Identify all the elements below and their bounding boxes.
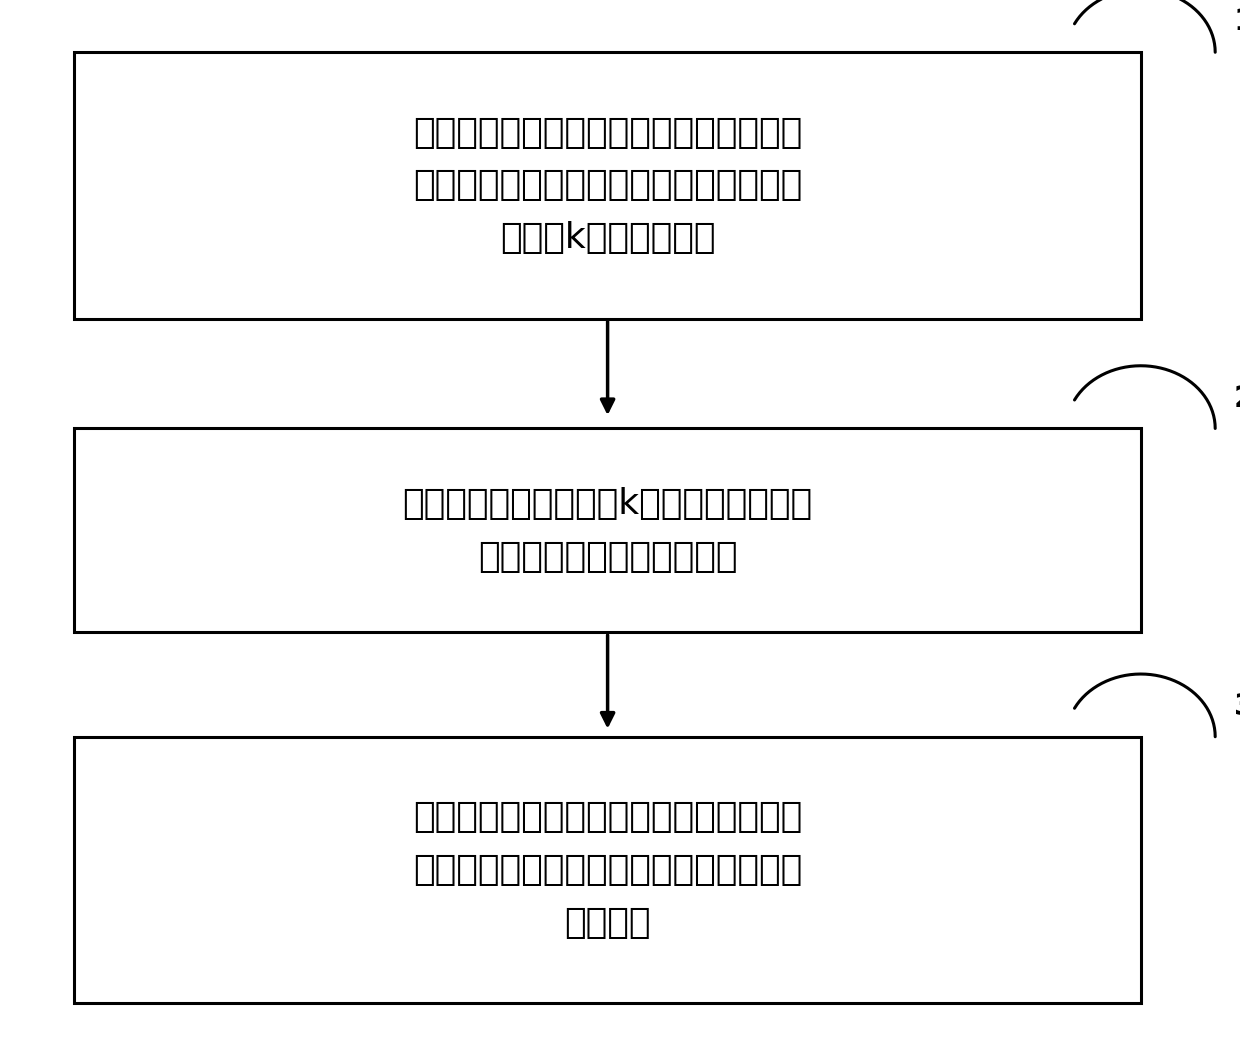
Text: 1: 1 xyxy=(1234,7,1240,37)
Text: 设置半径区域内的核心点最小个数的值，
确定用于聚类的车道线中的各条线段到最
近的第k条线段的距离: 设置半径区域内的核心点最小个数的值， 确定用于聚类的车道线中的各条线段到最 近的… xyxy=(413,116,802,255)
Text: 3: 3 xyxy=(1234,692,1240,721)
Bar xyxy=(74,428,1141,632)
Text: 将各条线段到最近的第k条线段的距离数组
的分布转换成累积概率曲线: 将各条线段到最近的第k条线段的距离数组 的分布转换成累积概率曲线 xyxy=(403,487,812,574)
Bar xyxy=(74,52,1141,319)
Text: 确定密度聚类的半径参数的值为该累积概
率曲线的拐点对应的距离或者该距离数组
的中位数: 确定密度聚类的半径参数的值为该累积概 率曲线的拐点对应的距离或者该距离数组 的中… xyxy=(413,800,802,939)
Text: 2: 2 xyxy=(1234,384,1240,413)
Bar xyxy=(74,737,1141,1003)
